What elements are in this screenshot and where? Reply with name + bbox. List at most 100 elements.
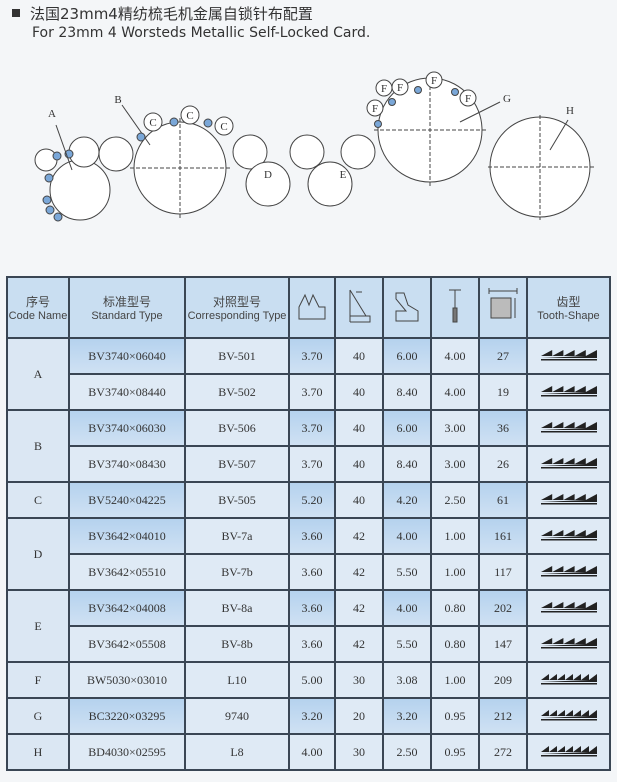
cell-standard-type: BC3220×03295 <box>68 697 186 735</box>
tooth-shape-icon <box>526 625 611 663</box>
label-c3: C <box>220 121 227 133</box>
label-f3: F <box>397 82 403 94</box>
table-row: G BC3220×03295 9740 3.20 20 3.20 0.95 212 <box>6 697 611 735</box>
cell-points-density: 61 <box>478 481 528 519</box>
cell-base-width: 8.40 <box>382 445 432 483</box>
card-clothing-table: 序号 Code Name 标准型号 Standard Type 对照型号 Corres… <box>6 276 611 771</box>
cell-corresponding-type: BV-501 <box>184 337 290 375</box>
cell-base-width: 4.00 <box>382 589 432 627</box>
cell-points-density: 209 <box>478 661 528 699</box>
cell-standard-type: BV3642×05508 <box>68 625 186 663</box>
cell-total-height: 3.60 <box>288 553 336 591</box>
table-row: BV3740×08440 BV-502 3.70 40 8.40 4.00 19 <box>7 373 611 411</box>
cell-angle: 40 <box>334 481 384 519</box>
col-standard-type: 标准型号 Standard Type <box>68 276 186 339</box>
cell-base-width: 2.50 <box>382 733 432 771</box>
title-en: For 23mm 4 Worsteds Metallic Self-Locked… <box>32 25 371 41</box>
cell-corresponding-type: BV-7a <box>184 517 290 555</box>
table-row: B BV3740×06030 BV-506 3.70 40 6.00 3.00 36 <box>6 409 611 483</box>
roller-a <box>34 124 134 222</box>
col-code: 序号 Code Name <box>6 276 70 339</box>
tooth-shape-icon <box>526 589 611 627</box>
table-row: A BV3740×06040 BV-501 3.70 40 6.00 4.00 27 <box>6 337 611 411</box>
cell-tooth-depth: 3.00 <box>430 445 480 483</box>
tooth-shape-icon <box>526 733 611 771</box>
cell-code: A <box>6 337 70 411</box>
tooth-shape-icon <box>526 553 611 591</box>
roller-b <box>121 104 234 218</box>
cell-total-height: 3.70 <box>288 445 336 483</box>
table-row: F BW5030×03010 L10 5.00 30 3.08 1.00 209 <box>6 661 611 699</box>
cell-code: C <box>6 481 70 519</box>
cell-code: B <box>6 409 70 483</box>
cell-standard-type: BV3740×08440 <box>68 373 186 411</box>
cell-standard-type: BD4030×02595 <box>68 733 186 771</box>
cell-points-density: 272 <box>478 733 528 771</box>
cell-points-density: 202 <box>478 589 528 627</box>
cell-standard-type: BV3740×08430 <box>68 445 186 483</box>
tooth-depth-icon <box>430 276 480 339</box>
cell-code: H <box>6 733 70 771</box>
cell-tooth-depth: 2.50 <box>430 481 480 519</box>
cell-total-height: 3.60 <box>288 625 336 663</box>
label-c1: C <box>149 117 156 129</box>
cell-corresponding-type: BV-506 <box>184 409 290 447</box>
label-f2: F <box>381 83 387 95</box>
cell-corresponding-type: BV-507 <box>184 445 290 483</box>
base-width-icon <box>382 276 432 339</box>
cell-base-width: 6.00 <box>382 337 432 375</box>
cell-corresponding-type: BV-7b <box>184 553 290 591</box>
label-a: A <box>48 108 56 120</box>
table-header: 序号 Code Name 标准型号 Standard Type 对照型号 Corres… <box>6 276 611 339</box>
cell-standard-type: BV3740×06040 <box>68 337 186 375</box>
cell-angle: 30 <box>334 733 384 771</box>
page-title: 法国23mm4精纺梳毛机金属自锁针布配置 For 23mm 4 Worsteds… <box>12 4 370 42</box>
cell-base-width: 3.20 <box>382 697 432 735</box>
cell-code: D <box>6 517 70 591</box>
table-row: BV3740×08430 BV-507 3.70 40 8.40 3.00 26 <box>7 445 611 483</box>
cell-tooth-depth: 3.00 <box>430 409 480 447</box>
col-tooth-shape: 齿型 Tooth-Shape <box>526 276 611 339</box>
cell-tooth-depth: 4.00 <box>430 373 480 411</box>
cell-angle: 40 <box>334 373 384 411</box>
cell-points-density: 26 <box>478 445 528 483</box>
table-row: BV3642×05510 BV-7b 3.60 42 5.50 1.00 117 <box>7 553 611 591</box>
tooth-shape-icon <box>526 445 611 483</box>
tooth-shape-icon <box>526 481 611 519</box>
cell-angle: 40 <box>334 445 384 483</box>
cell-angle: 40 <box>334 337 384 375</box>
cell-points-density: 117 <box>478 553 528 591</box>
cell-code: G <box>6 697 70 735</box>
cell-tooth-depth: 1.00 <box>430 661 480 699</box>
cell-corresponding-type: BV-505 <box>184 481 290 519</box>
total-height-icon <box>288 276 336 339</box>
cell-base-width: 5.50 <box>382 553 432 591</box>
tooth-shape-icon <box>526 697 611 735</box>
cell-tooth-depth: 4.00 <box>430 337 480 375</box>
cell-total-height: 3.70 <box>288 373 336 411</box>
cell-base-width: 3.08 <box>382 661 432 699</box>
cell-tooth-depth: 1.00 <box>430 517 480 555</box>
cell-angle: 42 <box>334 625 384 663</box>
roller-h <box>488 115 594 220</box>
transfer-rollers <box>232 134 376 207</box>
cell-corresponding-type: BV-8b <box>184 625 290 663</box>
cell-corresponding-type: BV-8a <box>184 589 290 627</box>
cell-points-density: 19 <box>478 373 528 411</box>
cell-corresponding-type: 9740 <box>184 697 290 735</box>
tooth-shape-icon <box>526 337 611 375</box>
cell-total-height: 3.60 <box>288 517 336 555</box>
cell-base-width: 6.00 <box>382 409 432 447</box>
tooth-shape-icon <box>526 517 611 555</box>
cell-total-height: 3.20 <box>288 697 336 735</box>
cell-corresponding-type: L10 <box>184 661 290 699</box>
cell-total-height: 3.70 <box>288 409 336 447</box>
label-f4: F <box>431 75 437 87</box>
cell-points-density: 161 <box>478 517 528 555</box>
angle-icon <box>334 276 384 339</box>
label-f5: F <box>465 93 471 105</box>
tooth-shape-icon <box>526 373 611 411</box>
title-zh: 法国23mm4精纺梳毛机金属自锁针布配置 <box>30 5 313 23</box>
cell-base-width: 4.00 <box>382 517 432 555</box>
cell-standard-type: BW5030×03010 <box>68 661 186 699</box>
